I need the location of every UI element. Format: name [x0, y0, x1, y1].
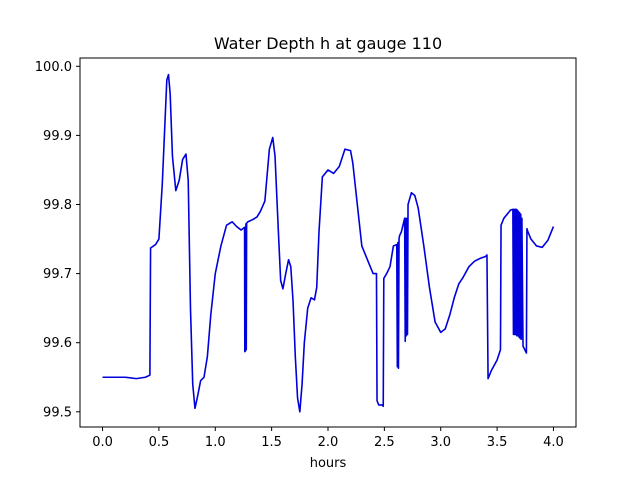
x-tick-label: 0.0 — [92, 435, 113, 450]
x-tick-label: 3.0 — [430, 435, 451, 450]
y-tick-label: 99.6 — [43, 336, 72, 351]
y-tick-label: 100.0 — [35, 60, 72, 75]
x-tick-label: 2.5 — [374, 435, 395, 450]
y-tick-label: 99.8 — [43, 198, 72, 213]
y-tick-label: 99.7 — [43, 267, 72, 282]
y-tick-label: 99.9 — [43, 129, 72, 144]
plot-area — [79, 57, 577, 428]
x-tick-label: 1.0 — [205, 435, 226, 450]
x-axis-label: hours — [310, 456, 347, 471]
x-tick-label: 0.5 — [149, 435, 170, 450]
x-tick-label: 3.5 — [487, 435, 508, 450]
y-axis: 99.5 99.6 99.7 99.8 99.9 100.0 — [35, 60, 80, 420]
chart-title: Water Depth h at gauge 110 — [214, 34, 442, 53]
series-line — [102, 73, 555, 413]
x-tick-label: 4.0 — [543, 435, 564, 450]
x-tick-label: 1.5 — [261, 435, 282, 450]
x-tick-label: 2.0 — [318, 435, 339, 450]
series-layer — [102, 73, 555, 413]
y-tick-label: 99.5 — [43, 405, 72, 420]
x-axis: 0.0 0.5 1.0 1.5 2.0 2.5 3.0 3.5 4.0 — [92, 427, 564, 450]
